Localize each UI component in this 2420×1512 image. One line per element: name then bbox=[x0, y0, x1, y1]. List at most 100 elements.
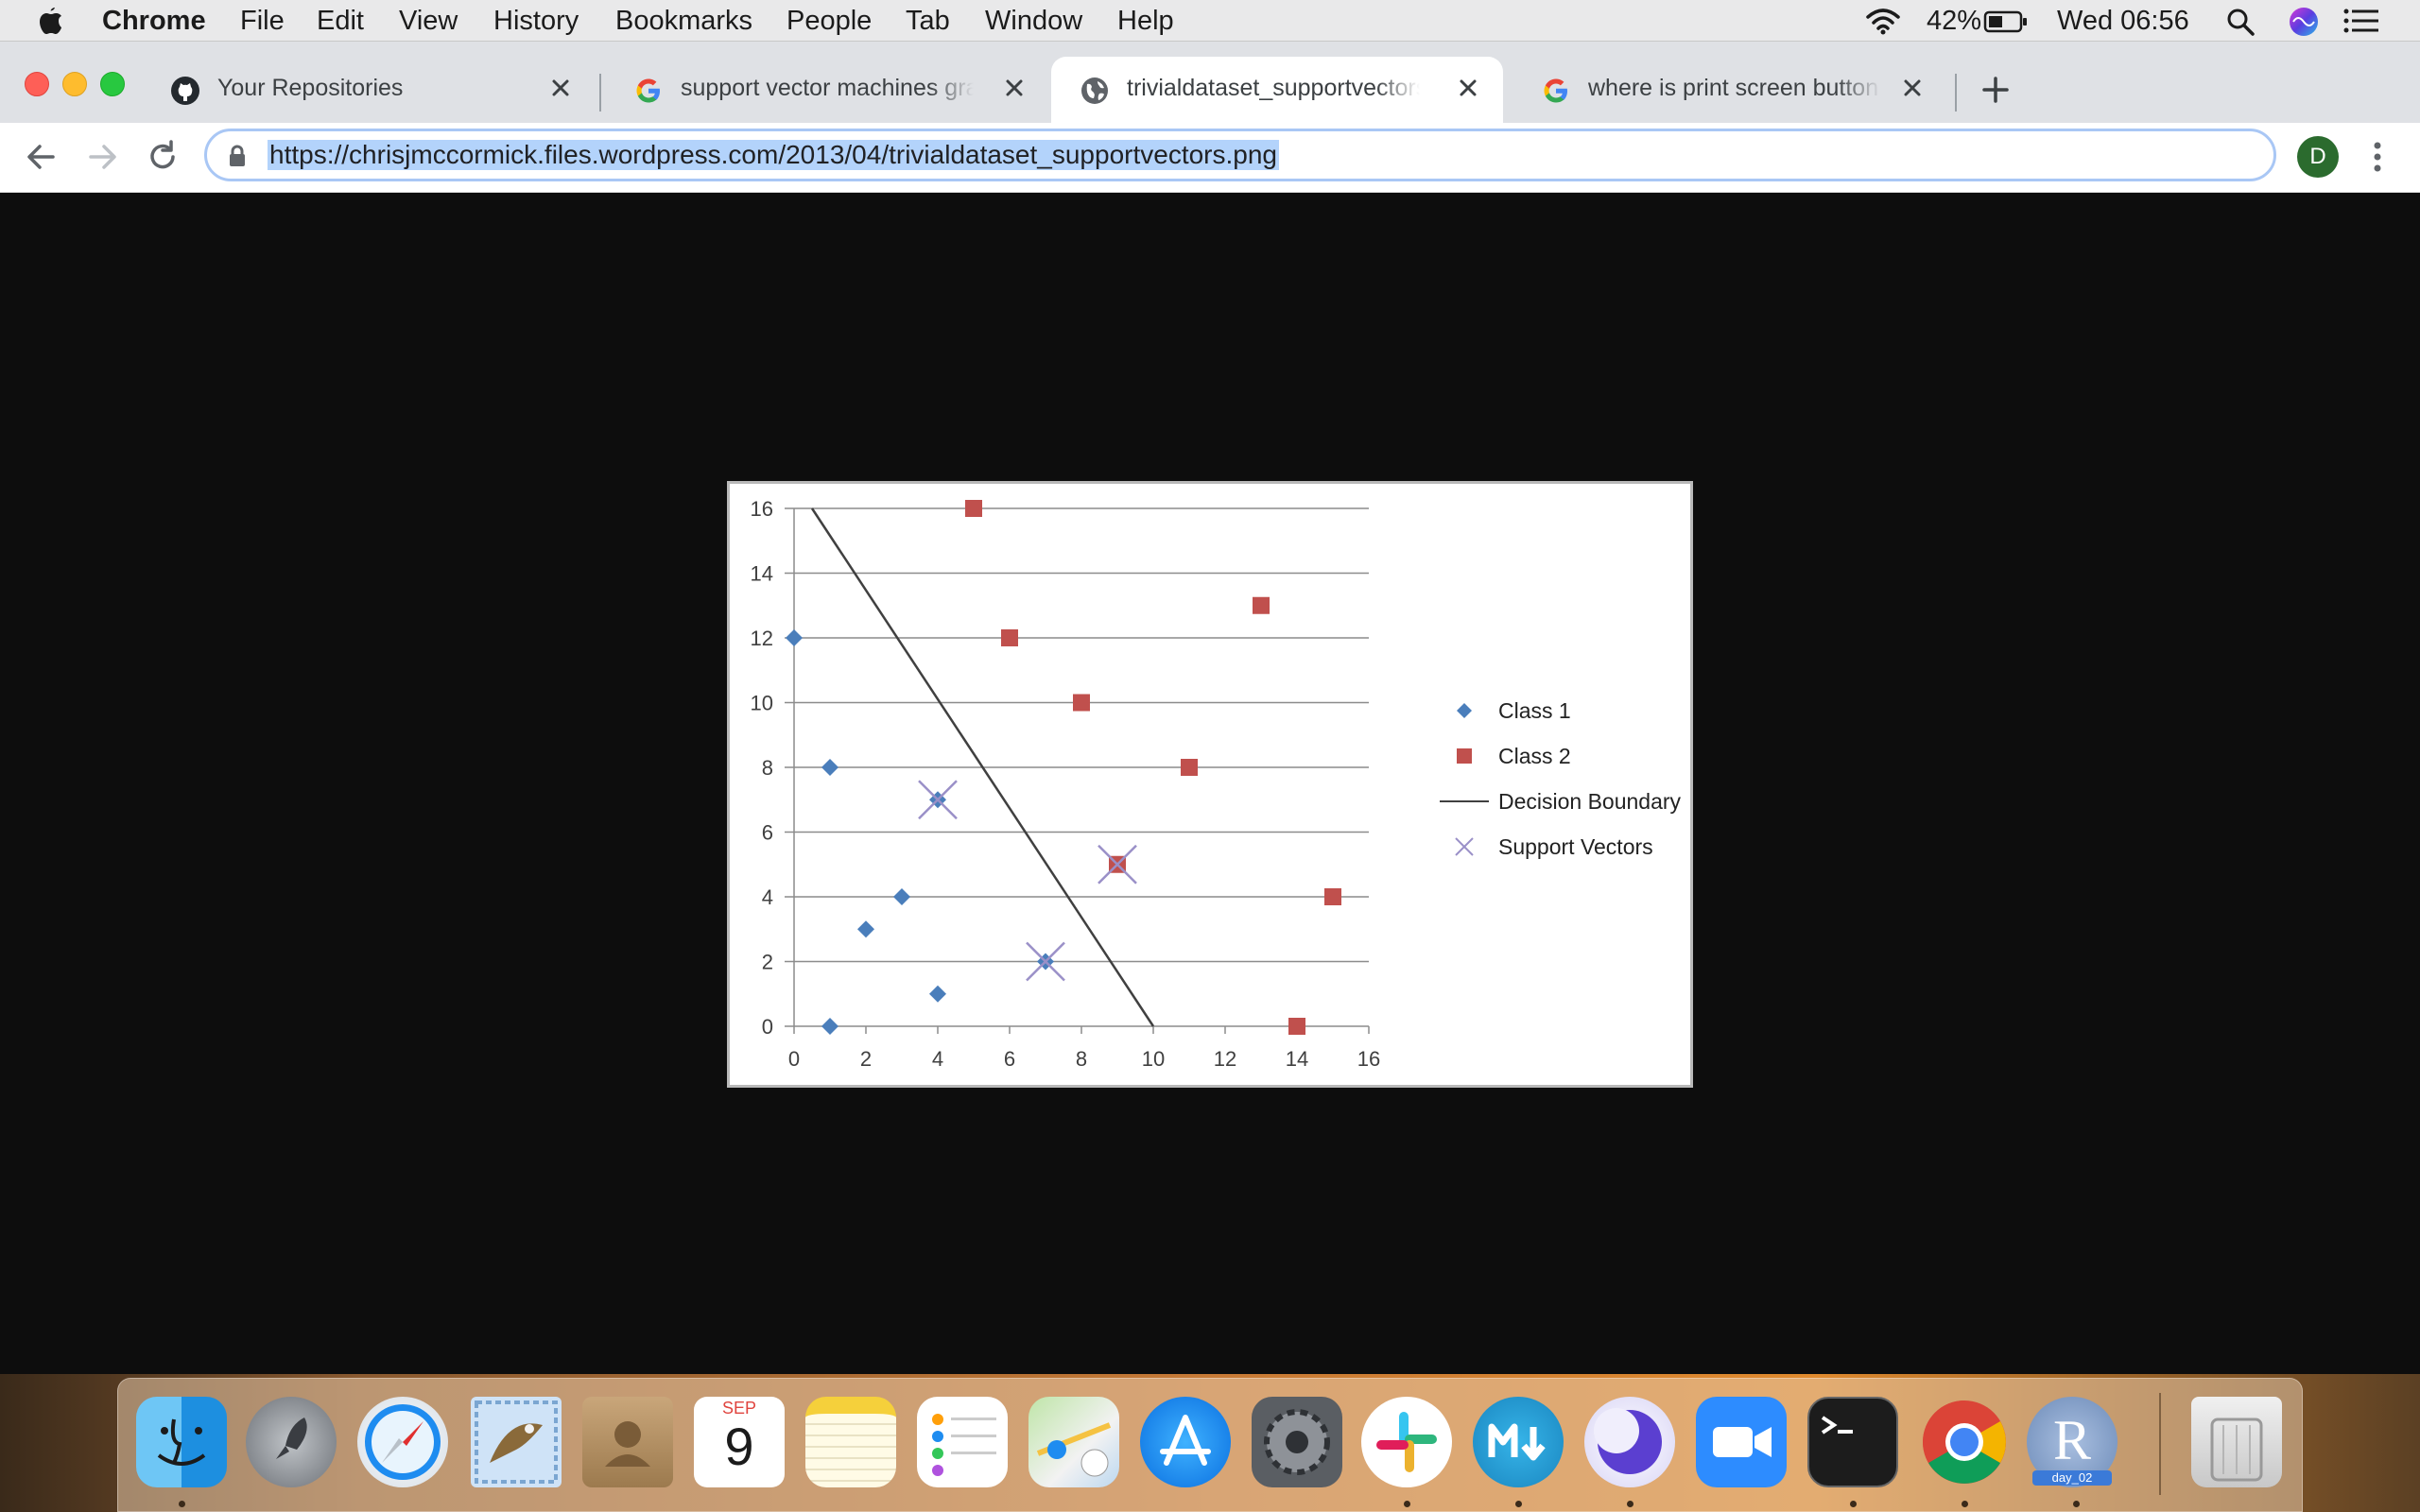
close-window-button[interactable] bbox=[25, 72, 49, 96]
forward-icon[interactable] bbox=[81, 136, 123, 178]
notes-icon[interactable] bbox=[805, 1397, 896, 1487]
calendar-month: SEP bbox=[721, 1399, 757, 1418]
class-1-point bbox=[893, 888, 910, 905]
support-vector-marker bbox=[1026, 941, 1065, 982]
x-tick-label: 10 bbox=[1142, 1047, 1165, 1071]
battery-icon[interactable] bbox=[1983, 9, 2029, 34]
tab-title: trivialdataset_supportvectors.png bbox=[1127, 75, 1420, 101]
contacts-icon[interactable] bbox=[582, 1397, 673, 1487]
wifi-icon[interactable] bbox=[1864, 6, 1902, 36]
menu-bar: Chrome File Edit View History Bookmarks … bbox=[0, 0, 2420, 42]
calendar-icon[interactable]: SEP 9 bbox=[694, 1397, 785, 1487]
browser-toolbar: https://chrisjmccormick.files.wordpress.… bbox=[0, 123, 2420, 193]
trash-icon[interactable] bbox=[2191, 1397, 2282, 1487]
app-store-icon[interactable] bbox=[1140, 1397, 1231, 1487]
moon-app-icon[interactable] bbox=[1584, 1397, 1675, 1487]
battery-percent: 42% bbox=[1927, 6, 1982, 36]
url-text[interactable]: https://chrisjmccormick.files.wordpress.… bbox=[268, 140, 1279, 170]
google-icon bbox=[1544, 78, 1567, 103]
x-tick-label: 14 bbox=[1286, 1047, 1308, 1071]
menu-help[interactable]: Help bbox=[1117, 6, 1174, 36]
legend-label: Class 1 bbox=[1498, 698, 1571, 723]
y-tick-label: 12 bbox=[751, 627, 773, 650]
tab-title: where is print screen button on bbox=[1588, 75, 1881, 101]
running-indicator bbox=[2073, 1501, 2080, 1507]
close-tab-icon[interactable] bbox=[1454, 74, 1482, 102]
r-app-icon[interactable]: R day_02 bbox=[2027, 1397, 2118, 1487]
menu-window[interactable]: Window bbox=[985, 6, 1083, 36]
profile-avatar[interactable]: D bbox=[2297, 136, 2339, 178]
class-1-point bbox=[821, 1018, 838, 1035]
spotlight-search-icon[interactable] bbox=[2225, 7, 2256, 37]
class-1-point bbox=[821, 759, 838, 776]
minimize-window-button[interactable] bbox=[62, 72, 87, 96]
tab-print-screen-question[interactable]: where is print screen button on bbox=[1512, 57, 1947, 123]
tab-your-repositories[interactable]: Your Repositories bbox=[142, 57, 596, 123]
x-tick-label: 4 bbox=[932, 1047, 943, 1071]
reload-icon[interactable] bbox=[142, 136, 183, 178]
close-tab-icon[interactable] bbox=[1000, 74, 1028, 102]
menu-file[interactable]: File bbox=[240, 6, 285, 36]
x-tick-label: 12 bbox=[1214, 1047, 1236, 1071]
class-2-point bbox=[965, 500, 982, 517]
maps-icon[interactable] bbox=[1028, 1397, 1119, 1487]
google-icon bbox=[636, 78, 660, 103]
tab-separator bbox=[1955, 74, 1957, 112]
class-2-point bbox=[1073, 694, 1090, 712]
legend-label: Class 2 bbox=[1498, 744, 1571, 768]
back-icon[interactable] bbox=[21, 136, 62, 178]
finder-icon[interactable] bbox=[136, 1397, 227, 1487]
chrome-dock-icon[interactable] bbox=[1919, 1397, 2010, 1487]
slack-icon[interactable] bbox=[1361, 1397, 1452, 1487]
launchpad-icon[interactable] bbox=[246, 1397, 337, 1487]
menu-people[interactable]: People bbox=[786, 6, 873, 36]
x-tick-label: 8 bbox=[1076, 1047, 1087, 1071]
mail-icon[interactable] bbox=[471, 1397, 562, 1487]
x-tick-label: 16 bbox=[1357, 1047, 1380, 1071]
tab-title: support vector machines graph bbox=[681, 75, 974, 101]
tab-support-vector-machines[interactable]: support vector machines graph bbox=[605, 57, 1049, 123]
more-menu-icon[interactable] bbox=[2363, 136, 2392, 178]
tab-trivialdataset-supportvectors[interactable]: trivialdataset_supportvectors.png bbox=[1051, 57, 1503, 123]
menu-edit[interactable]: Edit bbox=[317, 6, 364, 36]
running-indicator bbox=[1962, 1501, 1968, 1507]
system-preferences-icon[interactable] bbox=[1252, 1397, 1342, 1487]
legend-label: Support Vectors bbox=[1498, 834, 1653, 859]
tab-separator bbox=[599, 74, 601, 112]
menu-history[interactable]: History bbox=[493, 6, 579, 36]
notification-center-icon[interactable] bbox=[2342, 8, 2380, 34]
y-tick-label: 2 bbox=[762, 951, 773, 974]
safari-icon[interactable] bbox=[357, 1397, 448, 1487]
apple-icon[interactable] bbox=[36, 4, 64, 36]
legend-support-vector-symbol bbox=[1455, 837, 1474, 856]
reminders-icon[interactable] bbox=[917, 1397, 1008, 1487]
running-indicator bbox=[1627, 1501, 1634, 1507]
class-2-point bbox=[1253, 596, 1270, 614]
support-vector-marker bbox=[918, 780, 958, 820]
close-tab-icon[interactable] bbox=[546, 74, 575, 102]
tab-title: Your Repositories bbox=[217, 75, 404, 101]
menu-tab[interactable]: Tab bbox=[906, 6, 950, 36]
class-2-point bbox=[1181, 759, 1198, 776]
zoom-app-icon[interactable] bbox=[1696, 1397, 1787, 1487]
lock-icon[interactable] bbox=[228, 144, 247, 168]
support-vector-marker bbox=[1098, 844, 1137, 885]
siri-icon[interactable] bbox=[2288, 6, 2320, 38]
y-tick-label: 6 bbox=[762, 821, 773, 845]
close-tab-icon[interactable] bbox=[1898, 74, 1927, 102]
class-1-point bbox=[857, 920, 874, 938]
x-tick-label: 2 bbox=[860, 1047, 872, 1071]
menu-bookmarks[interactable]: Bookmarks bbox=[615, 6, 753, 36]
new-tab-icon[interactable] bbox=[1979, 74, 2012, 106]
zoom-window-button[interactable] bbox=[100, 72, 125, 96]
menubar-clock[interactable]: Wed 06:56 bbox=[2057, 6, 2189, 36]
terminal-icon[interactable] bbox=[1807, 1397, 1898, 1487]
y-tick-label: 16 bbox=[751, 497, 773, 521]
markdown-app-icon[interactable] bbox=[1473, 1397, 1564, 1487]
address-bar[interactable]: https://chrisjmccormick.files.wordpress.… bbox=[204, 129, 2276, 181]
displayed-image: 0 2 4 6 8 10 12 14 16 0 2 4 6 8 10 12 14 16 Class 1 Class … bbox=[727, 481, 1693, 1088]
menu-view[interactable]: View bbox=[399, 6, 458, 36]
svm-scatter-chart: 0 2 4 6 8 10 12 14 16 0 2 4 6 8 10 12 14 16 Class 1 Class … bbox=[751, 497, 1682, 1071]
app-menu-chrome[interactable]: Chrome bbox=[102, 6, 206, 36]
y-tick-label: 10 bbox=[751, 692, 773, 715]
